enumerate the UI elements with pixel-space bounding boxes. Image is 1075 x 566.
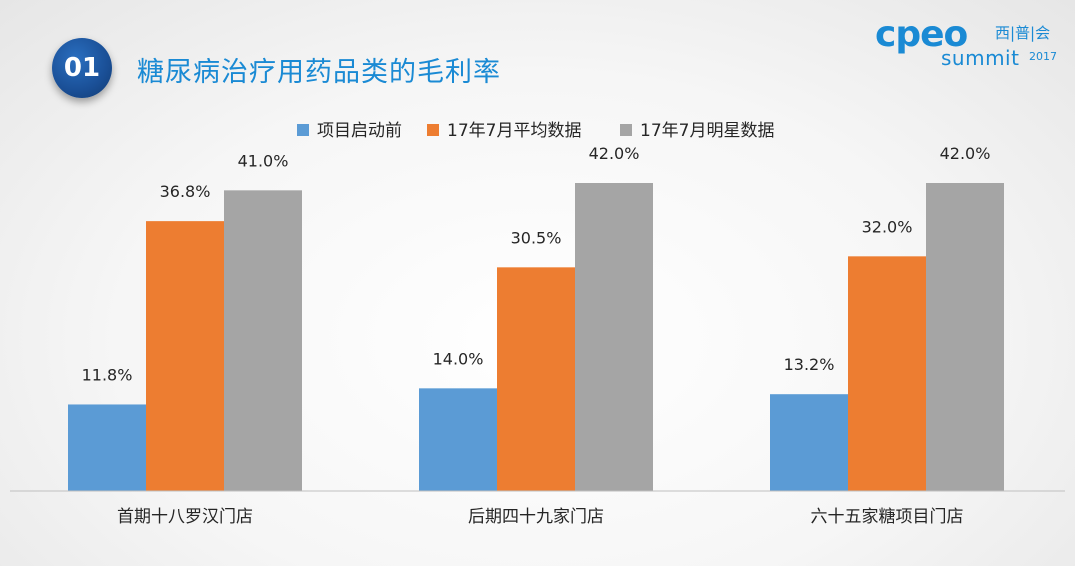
category-label: 后期四十九家门店 — [468, 507, 604, 527]
cpeo-summit-logo: cpeo 西|普|会 summit 2017 — [875, 14, 1060, 72]
legend-label: 17年7月平均数据 — [447, 121, 581, 141]
legend-swatch — [297, 124, 309, 136]
data-label: 36.8% — [160, 182, 211, 201]
data-label: 42.0% — [589, 144, 640, 163]
category-label: 六十五家糖项目门店 — [811, 507, 964, 527]
data-label: 41.0% — [238, 151, 289, 170]
section-number-badge: 01 — [52, 38, 112, 98]
bar — [848, 256, 926, 491]
data-label: 42.0% — [940, 144, 991, 163]
bar — [497, 267, 575, 491]
data-label: 11.8% — [82, 365, 133, 384]
page-title: 糖尿病治疗用药品类的毛利率 — [137, 57, 501, 88]
logo-summit: summit — [941, 46, 1020, 70]
bar — [146, 221, 224, 491]
bar — [926, 183, 1004, 491]
bar — [770, 394, 848, 491]
legend-label: 项目启动前 — [317, 121, 402, 141]
legend-label: 17年7月明星数据 — [640, 121, 774, 141]
legend-swatch — [620, 124, 632, 136]
bar — [575, 183, 653, 491]
bar — [224, 190, 302, 492]
data-label: 13.2% — [784, 355, 835, 374]
legend-swatch — [427, 124, 439, 136]
bar — [68, 404, 146, 491]
logo-chinese: 西|普|会 — [995, 24, 1051, 42]
data-label: 30.5% — [511, 228, 562, 247]
logo-year: 2017 — [1029, 50, 1057, 63]
bar — [419, 388, 497, 491]
category-label: 首期十八罗汉门店 — [117, 507, 253, 527]
data-label: 14.0% — [433, 349, 484, 368]
data-label: 32.0% — [862, 217, 913, 236]
logo-brand: cpeo — [875, 14, 968, 55]
